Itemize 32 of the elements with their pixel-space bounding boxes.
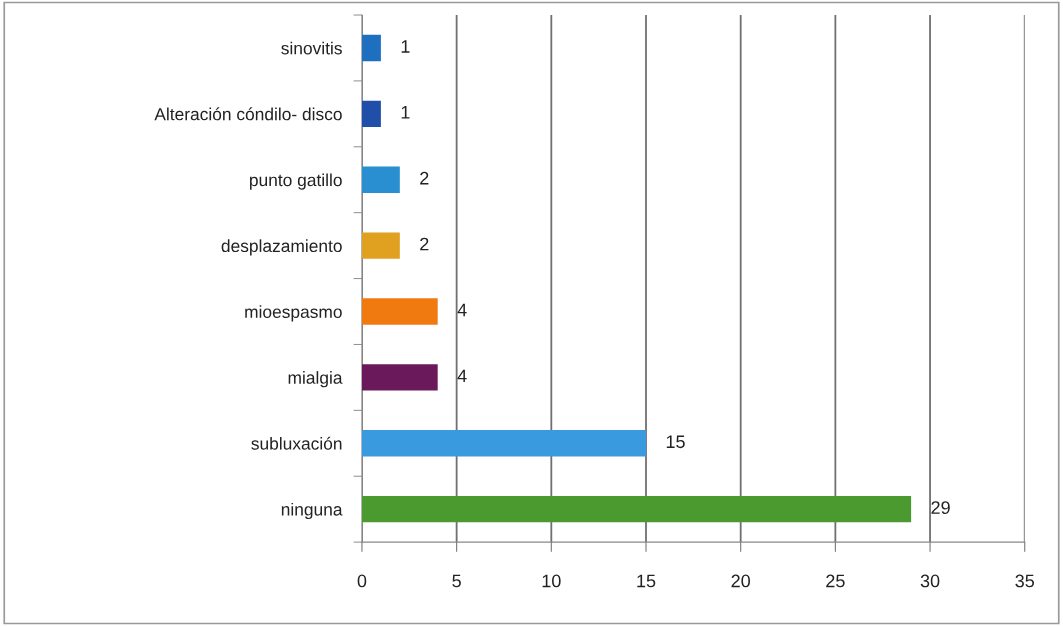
bar [361, 166, 400, 193]
data-label: 1 [401, 106, 410, 119]
data-label: 4 [457, 303, 467, 317]
y-tick-label: mialgia [288, 371, 343, 388]
y-tick-label: subluxación [251, 436, 342, 450]
x-tick-label: 10 [542, 574, 561, 588]
x-tick-label: 30 [920, 574, 940, 588]
y-tick-label: ninguna [281, 502, 343, 520]
data-label: 2 [420, 171, 429, 185]
bar [361, 34, 381, 62]
x-tick-label: 35 [1015, 574, 1035, 588]
x-tick-label: 5 [452, 574, 461, 588]
bar [361, 496, 912, 523]
bar [361, 364, 438, 391]
x-tick-label: 25 [826, 574, 845, 588]
y-tick-label: desplazamiento [221, 239, 342, 256]
y-tick-label: sinovitis [281, 41, 342, 55]
y-tick-label: Alteración cóndilo- disco [154, 107, 342, 121]
y-tick-label: punto gatillo [250, 173, 342, 190]
x-tick-label: 15 [637, 574, 656, 588]
data-label: 29 [931, 501, 950, 515]
data-label: 1 [401, 40, 410, 53]
x-tick-label: 0 [357, 574, 367, 588]
data-label: 2 [420, 237, 429, 251]
bar [361, 430, 646, 457]
bar [361, 100, 381, 128]
x-tick-label: 20 [731, 574, 751, 588]
data-label: 15 [666, 435, 685, 449]
y-tick-label: mioespasmo [245, 305, 342, 322]
bar [361, 298, 438, 325]
bar [361, 232, 400, 259]
data-label: 4 [457, 369, 467, 383]
